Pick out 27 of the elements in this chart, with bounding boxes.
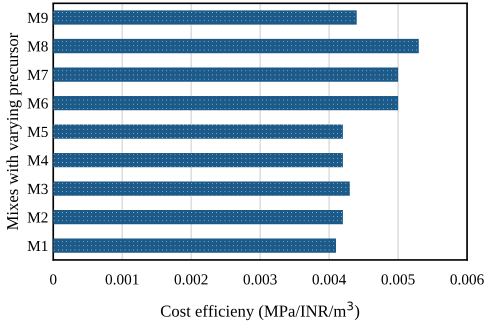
y-tick-label: M3 — [28, 184, 48, 194]
bar — [53, 124, 343, 139]
x-tick-label: 0.006 — [450, 274, 484, 285]
x-tick-label: 0.004 — [312, 274, 346, 285]
x-tick-label: 0 — [50, 274, 56, 285]
bar — [53, 38, 419, 54]
x-tick-label: 0.002 — [174, 274, 208, 285]
y-tick-label: M8 — [28, 41, 48, 52]
x-axis-title: Cost efficieny (MPa/INR/m$^{3}$) — [160, 302, 360, 320]
bar — [53, 67, 398, 82]
y-tick-label: M6 — [28, 98, 48, 109]
bar — [53, 10, 357, 25]
bar — [53, 238, 336, 253]
y-tick-label: M7 — [28, 70, 48, 80]
x-tick-label: 0.005 — [381, 274, 415, 285]
bar — [53, 210, 343, 224]
y-tick-label: M4 — [28, 155, 48, 166]
bar — [53, 152, 343, 168]
y-tick-label: M2 — [28, 212, 48, 222]
bar — [53, 96, 398, 110]
y-tick-label: M5 — [28, 126, 48, 138]
x-tick-label: 0.001 — [106, 274, 138, 285]
y-tick-label: M9 — [28, 12, 48, 23]
y-axis-title: Mixes with varying precursor — [6, 32, 22, 230]
bar — [53, 182, 350, 196]
y-tick-label: M1 — [28, 240, 48, 251]
x-tick-label: 0.003 — [244, 274, 277, 285]
